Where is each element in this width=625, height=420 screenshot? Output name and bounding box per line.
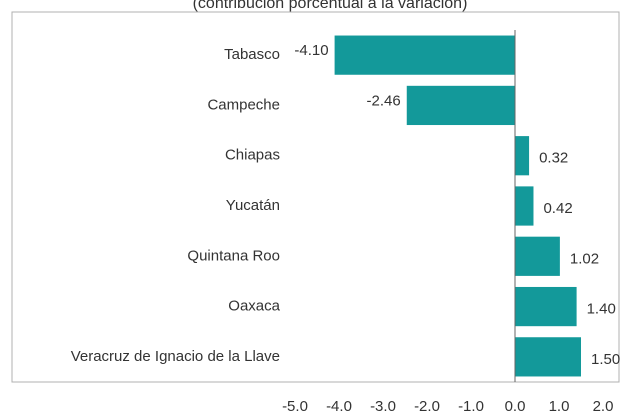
category-label: Yucatán [226,197,280,214]
value-label: 0.32 [539,150,568,167]
value-label: -2.46 [367,92,401,109]
category-label: Chiapas [225,147,280,164]
x-tick-label: -3.0 [370,398,396,415]
bar [406,85,515,126]
bar [515,337,581,377]
value-label: 0.42 [543,200,572,217]
bar [515,236,560,276]
category-label: Quintana Roo [187,247,280,264]
category-label: Tabasco [224,46,280,63]
x-tick-label: 0.0 [505,398,526,415]
chart-title: (contribución porcentual a la variación) [193,0,468,12]
category-label: Oaxaca [228,298,280,315]
bar [515,286,577,327]
x-tick-label: 2.0 [593,398,614,415]
value-label: 1.40 [587,301,616,318]
value-label: 1.02 [570,250,599,267]
value-label: 1.50 [591,351,620,368]
bar [334,35,515,75]
category-label: Veracruz de Ignacio de la Llave [71,348,280,365]
plot-frame [11,11,620,383]
x-tick-label: -1.0 [458,398,484,415]
x-tick-label: -5.0 [282,398,308,415]
x-tick-label: -2.0 [414,398,440,415]
value-label: -4.10 [294,42,328,59]
bar [515,186,534,226]
x-tick-label: 1.0 [549,398,570,415]
bar [515,136,530,176]
x-tick-label: -4.0 [326,398,352,415]
category-label: Campeche [207,96,280,113]
